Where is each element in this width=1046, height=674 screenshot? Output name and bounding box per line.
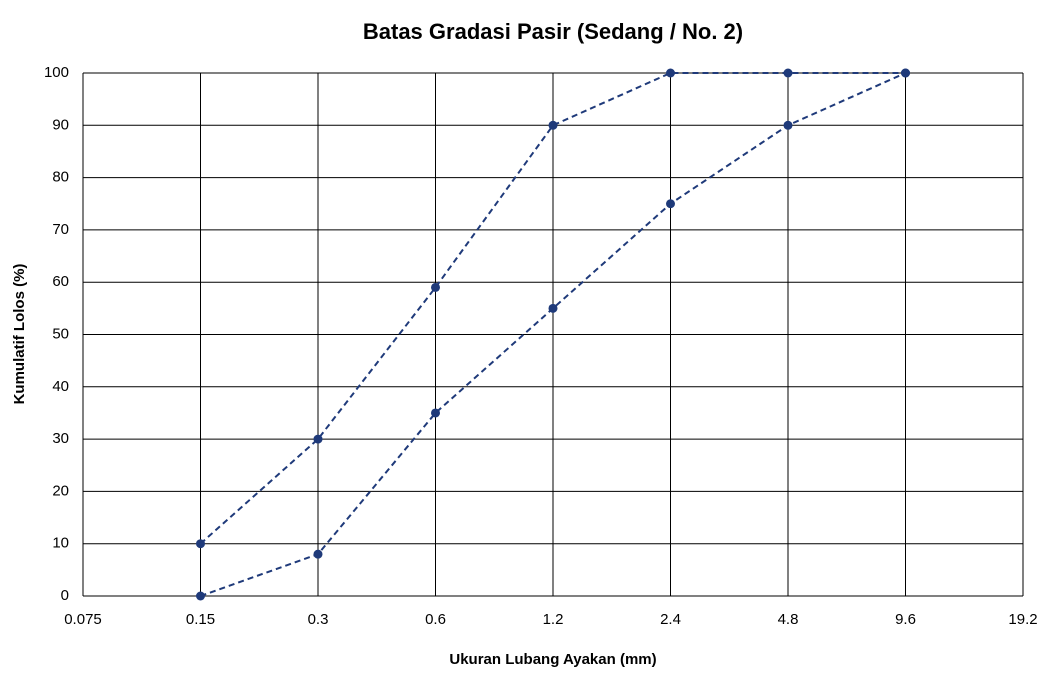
x-tick-label: 0.6 <box>425 611 446 628</box>
data-point <box>431 282 440 292</box>
y-tick-label: 0 <box>61 587 69 604</box>
data-point <box>548 120 558 130</box>
x-tick-label: 9.6 <box>895 611 916 628</box>
data-point <box>431 408 440 418</box>
y-tick-label: 50 <box>52 325 69 342</box>
y-tick-label: 90 <box>52 116 69 133</box>
x-tick-label: 4.8 <box>778 611 799 628</box>
x-tick-label: 0.3 <box>308 611 329 628</box>
data-point <box>901 68 910 78</box>
y-tick-label: 40 <box>52 378 69 395</box>
x-tick-label: 0.15 <box>186 611 215 628</box>
y-tick-label: 80 <box>52 169 69 186</box>
x-tick-label: 2.4 <box>660 611 681 628</box>
x-tick-label: 1.2 <box>543 611 564 628</box>
y-tick-label: 20 <box>52 482 69 499</box>
data-point <box>313 434 323 444</box>
y-tick-label: 70 <box>52 221 69 238</box>
data-point <box>666 68 675 78</box>
x-axis-label: Ukuran Lubang Ayakan (mm) <box>449 651 656 668</box>
data-point <box>783 68 793 78</box>
data-point <box>196 591 205 601</box>
y-tick-label: 10 <box>52 535 69 552</box>
x-tick-label: 19.2 <box>1008 611 1037 628</box>
data-point <box>783 120 793 130</box>
data-point <box>666 199 675 209</box>
y-tick-label: 30 <box>52 430 69 447</box>
chart-title: Batas Gradasi Pasir (Sedang / No. 2) <box>363 19 743 44</box>
data-point <box>548 303 558 313</box>
data-point <box>196 539 205 549</box>
y-tick-label: 100 <box>44 64 69 81</box>
y-axis-label: Kumulatif Lolos (%) <box>11 264 28 405</box>
y-tick-label: 60 <box>52 273 69 290</box>
data-point <box>313 549 323 559</box>
x-tick-label: 0.075 <box>64 611 102 628</box>
